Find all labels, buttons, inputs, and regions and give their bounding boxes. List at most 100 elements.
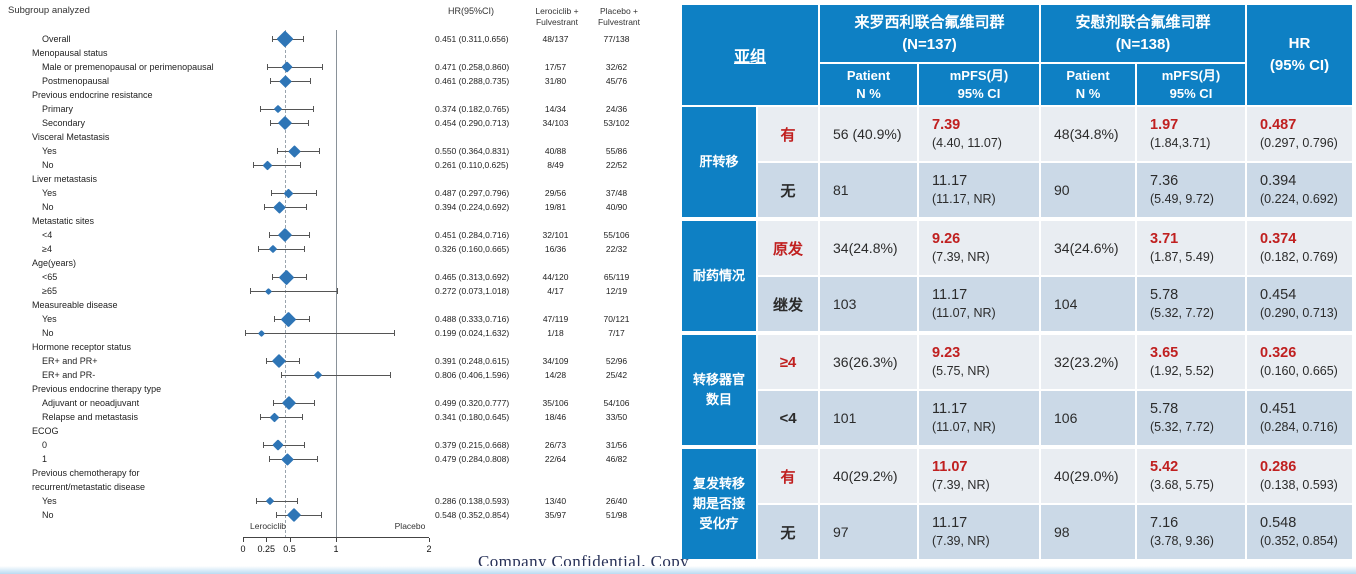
mpfs-cell-arm1-value: 11.17 [932, 401, 968, 418]
table-group: 耐药情况 原发 34(24.8%) 9.26 (7.39, NR) 34(24.6%) 3.… [682, 221, 1352, 331]
mpfs-cell-arm1-ci: (7.39, NR) [932, 534, 990, 549]
forest-point-estimate-marker [278, 269, 295, 285]
forest-plot-cell [243, 158, 429, 172]
forest-ci-cap [316, 190, 318, 196]
forest-axis-tick [266, 538, 268, 542]
forest-arm1-count: 32/101 [542, 230, 569, 240]
forest-point-estimate-marker [272, 353, 287, 369]
forest-ci-cap [249, 288, 251, 294]
forest-row-label: Secondary [42, 118, 86, 128]
forest-arm2-count: 25/42 [605, 370, 628, 380]
mpfs-cell-arm2-ci: (1.87, 5.49) [1150, 250, 1214, 265]
forest-ci-whisker [249, 290, 338, 292]
mpfs-cell-arm1-ci: (11.07, NR) [932, 306, 996, 321]
forest-ci-cap [308, 120, 310, 126]
forest-point-estimate-marker [287, 144, 301, 158]
forest-hr-value: 0.454 (0.290,0.713) [435, 118, 510, 128]
forest-arm2-count: 12/19 [605, 286, 628, 296]
mpfs-cell-arm2: 1.97 (1.84,3.71) [1137, 107, 1245, 161]
forest-hr-value: 0.487 (0.297,0.796) [435, 188, 510, 198]
mpfs-cell-arm1: 11.17 (11.07, NR) [919, 391, 1039, 445]
forest-ci-cap [245, 330, 247, 336]
forest-hr-value: 0.286 (0.138,0.593) [435, 496, 510, 506]
forest-arm2-count: 33/50 [605, 412, 628, 422]
forest-ci-cap [276, 148, 278, 154]
forest-hr-value: 0.374 (0.182,0.765) [435, 104, 510, 114]
group-label-cell: 肝转移 [682, 107, 756, 217]
forest-arm2-count: 54/106 [603, 398, 630, 408]
forest-hr-value: 0.488 (0.333,0.716) [435, 314, 510, 324]
mpfs-cell-arm2: 3.71 (1.87, 5.49) [1137, 221, 1245, 275]
forest-arm1-count: 47/119 [542, 314, 569, 324]
forest-hr-value: 0.391 (0.248,0.615) [435, 356, 510, 366]
forest-row: recurrent/metastatic disease [0, 480, 680, 494]
forest-point-estimate-marker [269, 244, 278, 254]
forest-ci-cap [271, 36, 273, 42]
forest-row-label: ≥4 [42, 244, 52, 254]
forest-ci-cap [259, 414, 261, 420]
forest-row: Liver metastasis [0, 172, 680, 186]
forest-hr-value: 0.471 (0.258,0.860) [435, 62, 510, 72]
forest-arm1-count: 14/34 [544, 104, 567, 114]
hr-cell-value: 0.394 [1260, 173, 1297, 190]
forest-arm1-count: 18/46 [544, 412, 567, 422]
forest-arm2-column-header: Placebo + Fulvestrant [597, 6, 641, 27]
forest-arm1-count: 4/17 [547, 286, 564, 296]
forest-arm2-count: 7/17 [608, 328, 625, 338]
mpfs-cell-arm2-value: 3.65 [1150, 345, 1179, 362]
forest-plot-cell [243, 186, 429, 200]
mpfs-cell-arm1: 11.17 (11.17, NR) [919, 163, 1039, 217]
table-group: 转移器官 数目 ≥4 36(26.3%) 9.23 (5.75, NR) 32(23.2%… [682, 335, 1352, 445]
mpfs-cell-arm1-value: 11.17 [932, 287, 968, 304]
forest-ci-whisker [255, 500, 299, 502]
bottom-strip-decoration [0, 566, 1356, 574]
forest-point-estimate-marker [265, 496, 274, 506]
forest-plot-cell [243, 395, 429, 411]
forest-point-estimate-marker [278, 115, 293, 131]
forest-row: Relapse and metastasis 0.341 (0.180,0.645… [0, 410, 680, 424]
forest-arm2-count: 24/36 [605, 104, 628, 114]
forest-hr-value: 0.199 (0.024,1.632) [435, 328, 510, 338]
forest-arm1-count: 48/137 [542, 34, 569, 44]
forest-axis-tick [336, 538, 337, 542]
forest-row-label: Primary [42, 104, 73, 114]
forest-ci-cap [259, 106, 261, 112]
forest-ci-whisker [257, 248, 305, 250]
table-subheader-patient-arm2: Patient N % [1041, 64, 1135, 105]
sub-label-cell: 有 [758, 449, 818, 503]
forest-row-label: Metastatic sites [32, 216, 95, 226]
forest-plot-cell [243, 172, 429, 186]
forest-row: No 0.261 (0.110,0.625) 8/49 22/52 [0, 158, 680, 172]
forest-ci-cap [266, 64, 268, 70]
forest-arm1-count: 1/18 [547, 328, 564, 338]
forest-plot-cell [243, 30, 429, 48]
forest-ci-whisker [245, 332, 395, 334]
forest-row-label: Previous endocrine therapy type [32, 384, 162, 394]
patient-count-cell-arm2: 40(29.0%) [1041, 449, 1135, 503]
forest-plot-cell [243, 311, 429, 327]
forest-ci-cap [306, 204, 308, 210]
mpfs-cell-arm1-ci: (5.75, NR) [932, 364, 990, 379]
forest-ci-cap [272, 400, 274, 406]
hr-cell-ci: (0.138, 0.593) [1260, 478, 1338, 493]
forest-ci-whisker [259, 108, 315, 110]
forest-arm1-count: 19/81 [544, 202, 567, 212]
forest-arm2-count: 46/82 [605, 454, 628, 464]
forest-row-label: ER+ and PR- [42, 370, 96, 380]
forest-plot-cell [243, 200, 429, 214]
table-header: 亚组 来罗西利联合氟维司群 (N=137) 安慰剂联合氟维司群 (N=138) … [682, 5, 1352, 105]
forest-row: Measureable disease [0, 298, 680, 312]
hr-cell-value: 0.548 [1260, 515, 1297, 532]
forest-row: No 0.548 (0.352,0.854) 35/97 51/98 [0, 507, 680, 523]
patient-count-cell-arm1: 34(24.8%) [820, 221, 917, 275]
forest-row-label: Measureable disease [32, 300, 118, 310]
forest-plot-cell [243, 452, 429, 466]
forest-row: Male or premenopausal or perimenopausal 0… [0, 60, 680, 74]
mpfs-cell-arm1-value: 11.17 [932, 515, 968, 532]
forest-ci-cap [393, 330, 395, 336]
forest-row: Previous chemotherapy for [0, 466, 680, 480]
forest-ci-cap [317, 456, 319, 462]
hr-cell-ci: (0.297, 0.796) [1260, 136, 1338, 151]
forest-hr-value: 0.272 (0.073,1.018) [435, 286, 510, 296]
mpfs-cell-arm1-value: 11.07 [932, 459, 968, 476]
